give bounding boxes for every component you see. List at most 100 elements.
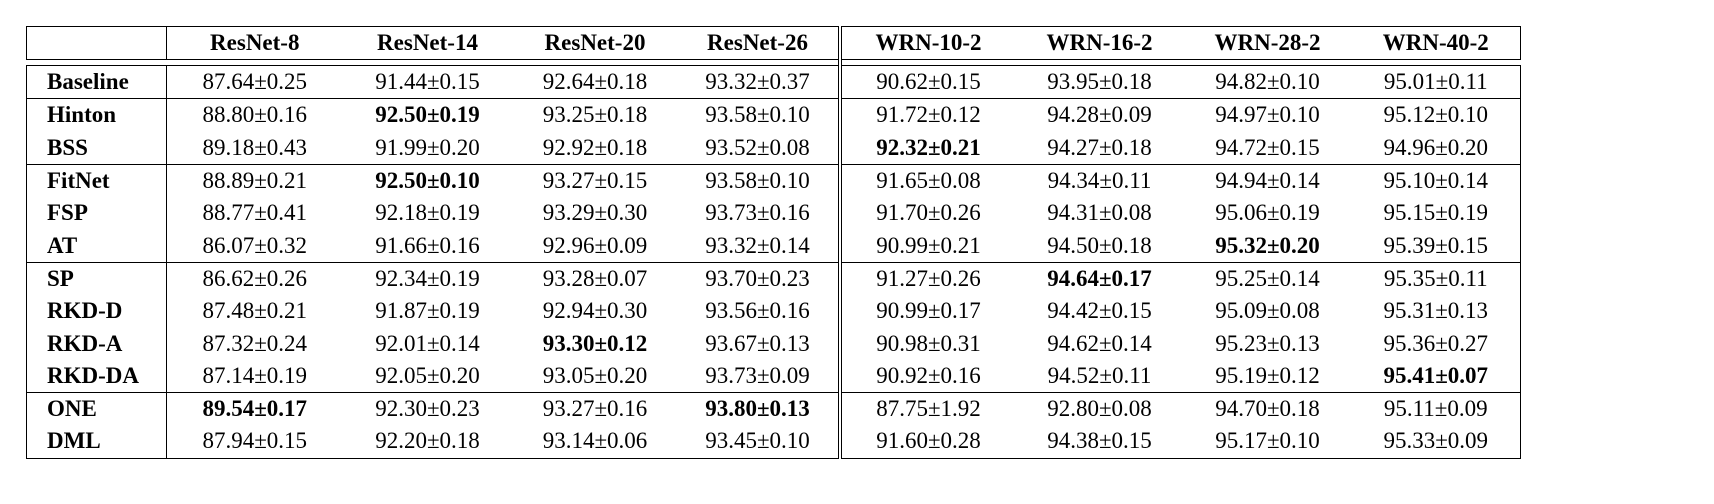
header-gap — [27, 59, 1521, 66]
result-cell: 93.27±0.15 — [512, 163, 678, 198]
result-cell: 92.64±0.18 — [512, 64, 678, 99]
result-cell: 87.14±0.19 — [166, 359, 343, 393]
gap-cell — [837, 59, 1016, 66]
result-cell: 95.17±0.10 — [1183, 425, 1352, 459]
result-cell: 95.33±0.09 — [1351, 425, 1521, 459]
result-cell: 93.95±0.18 — [1015, 64, 1184, 99]
result-cell: 93.52±0.08 — [705, 134, 810, 160]
result-cell: 93.56±0.16 — [705, 298, 810, 324]
result-cell: 92.18±0.19 — [375, 200, 480, 226]
result-cell: 92.32±0.21 — [837, 131, 1016, 165]
method-label: AT — [26, 229, 167, 263]
result-cell: 93.58±0.10 — [677, 98, 840, 132]
column-header: ResNet-26 — [677, 26, 840, 60]
result-cell: 91.60±0.28 — [837, 425, 1016, 459]
result-cell: 94.64±0.17 — [1015, 261, 1184, 296]
result-cell: 91.99±0.20 — [375, 134, 480, 160]
result-cell: 93.32±0.37 — [677, 64, 840, 99]
result-cell: 94.42±0.15 — [1047, 298, 1152, 324]
result-cell: 93.80±0.13 — [677, 391, 840, 426]
column-header: WRN-28-2 — [1183, 26, 1352, 60]
method-label: DML — [26, 425, 167, 459]
result-cell: 88.77±0.41 — [166, 197, 343, 230]
result-cell: 95.01±0.11 — [1351, 64, 1521, 99]
result-cell: 93.25±0.18 — [512, 98, 678, 132]
result-cell: 92.94±0.30 — [542, 298, 648, 324]
result-cell: 95.23±0.13 — [1215, 330, 1320, 356]
result-cell: 91.87±0.19 — [375, 298, 480, 324]
header-row: ResNet-8 ResNet-14 ResNet-20 ResNet-26 WRN-1… — [26, 26, 1521, 60]
method-label: FSP — [26, 197, 167, 230]
result-cell: 93.73±0.09 — [705, 362, 810, 388]
result-cell: 94.28±0.09 — [1015, 98, 1184, 132]
method-label: RKD-D — [26, 295, 167, 328]
result-cell: 87.32±0.24 — [166, 327, 343, 360]
result-cell: 93.67±0.13 — [705, 330, 810, 356]
result-cell: 87.94±0.15 — [166, 425, 343, 459]
column-header: WRN-16-2 — [1015, 26, 1184, 60]
result-cell: 93.73±0.16 — [705, 200, 810, 226]
result-cell: 90.99±0.17 — [837, 295, 1016, 328]
result-cell: 88.80±0.16 — [166, 98, 343, 132]
result-cell: 95.25±0.14 — [1183, 261, 1352, 296]
result-cell: 92.30±0.23 — [342, 391, 513, 426]
column-header: ResNet-20 — [512, 26, 678, 60]
column-header: WRN-10-2 — [837, 26, 1016, 60]
result-cell: 95.09±0.08 — [1215, 298, 1320, 324]
result-cell: 95.39±0.15 — [1351, 229, 1521, 263]
column-header: ResNet-8 — [166, 26, 343, 60]
method-label: Baseline — [26, 64, 167, 99]
result-cell: 92.05±0.20 — [375, 362, 480, 388]
result-cell: 86.62±0.26 — [166, 261, 343, 296]
result-cell: 86.07±0.32 — [166, 229, 343, 263]
result-cell: 87.75±1.92 — [837, 391, 1016, 426]
results-table: ResNet-8 ResNet-14 ResNet-20 ResNet-26 WRN-1… — [26, 26, 1521, 459]
result-cell: 94.50±0.18 — [1047, 232, 1152, 258]
result-cell: 87.48±0.21 — [166, 295, 343, 328]
result-cell: 91.66±0.16 — [375, 232, 480, 258]
table-row: DML 87.94±0.15 92.20±0.18 93.14±0.06 93.45±0… — [26, 425, 1521, 459]
result-cell: 94.70±0.18 — [1183, 391, 1352, 426]
method-label: RKD-DA — [26, 359, 167, 393]
method-label: Hinton — [26, 98, 167, 132]
result-cell: 95.10±0.14 — [1351, 163, 1521, 198]
table-row: SP 86.62±0.26 92.34±0.19 93.28±0.07 93.70±0.… — [26, 261, 1521, 296]
result-cell: 93.70±0.23 — [677, 261, 840, 296]
result-cell: 95.11±0.09 — [1351, 391, 1521, 426]
table-row: RKD-DA 87.14±0.19 92.05±0.20 93.05±0.20 93.7… — [26, 359, 1521, 393]
method-label: FitNet — [26, 163, 167, 198]
result-cell: 94.52±0.11 — [1047, 362, 1152, 388]
result-cell: 94.97±0.10 — [1183, 98, 1352, 132]
result-cell: 95.35±0.11 — [1351, 261, 1521, 296]
column-header: WRN-40-2 — [1351, 26, 1521, 60]
result-cell: 95.32±0.20 — [1215, 232, 1320, 258]
result-cell: 92.50±0.10 — [342, 163, 513, 198]
result-cell: 87.64±0.25 — [166, 64, 343, 99]
result-cell: 94.62±0.14 — [1047, 330, 1152, 356]
table-row: AT 86.07±0.32 91.66±0.16 92.96±0.09 93.32±0.… — [26, 229, 1521, 263]
header-corner — [26, 26, 167, 60]
result-cell: 92.01±0.14 — [375, 330, 480, 356]
result-cell: 92.50±0.19 — [342, 98, 513, 132]
result-cell: 94.94±0.14 — [1183, 163, 1352, 198]
table-row: FitNet 88.89±0.21 92.50±0.10 93.27±0.15 93.5… — [26, 163, 1521, 198]
result-cell: 93.05±0.20 — [542, 362, 648, 388]
result-cell: 88.89±0.21 — [166, 163, 343, 198]
result-cell: 91.65±0.08 — [837, 163, 1016, 198]
result-cell: 94.96±0.20 — [1351, 131, 1521, 165]
result-cell: 94.72±0.15 — [1215, 134, 1320, 160]
result-cell: 94.27±0.18 — [1047, 134, 1152, 160]
table-row: RKD-A 87.32±0.24 92.01±0.14 93.30±0.12 93.67… — [26, 327, 1521, 360]
result-cell: 95.36±0.27 — [1351, 327, 1521, 360]
table-row: ONE 89.54±0.17 92.30±0.23 93.27±0.16 93.80±0… — [26, 391, 1521, 426]
method-label: SP — [26, 261, 167, 296]
result-cell: 95.41±0.07 — [1351, 359, 1521, 393]
result-cell: 91.72±0.12 — [837, 98, 1016, 132]
result-cell: 93.58±0.10 — [677, 163, 840, 198]
result-cell: 93.32±0.14 — [705, 232, 810, 258]
result-cell: 90.62±0.15 — [837, 64, 1016, 99]
result-cell: 92.92±0.18 — [542, 134, 648, 160]
result-cell: 90.92±0.16 — [837, 359, 1016, 393]
result-cell: 94.38±0.15 — [1015, 425, 1184, 459]
method-label: BSS — [26, 131, 167, 165]
